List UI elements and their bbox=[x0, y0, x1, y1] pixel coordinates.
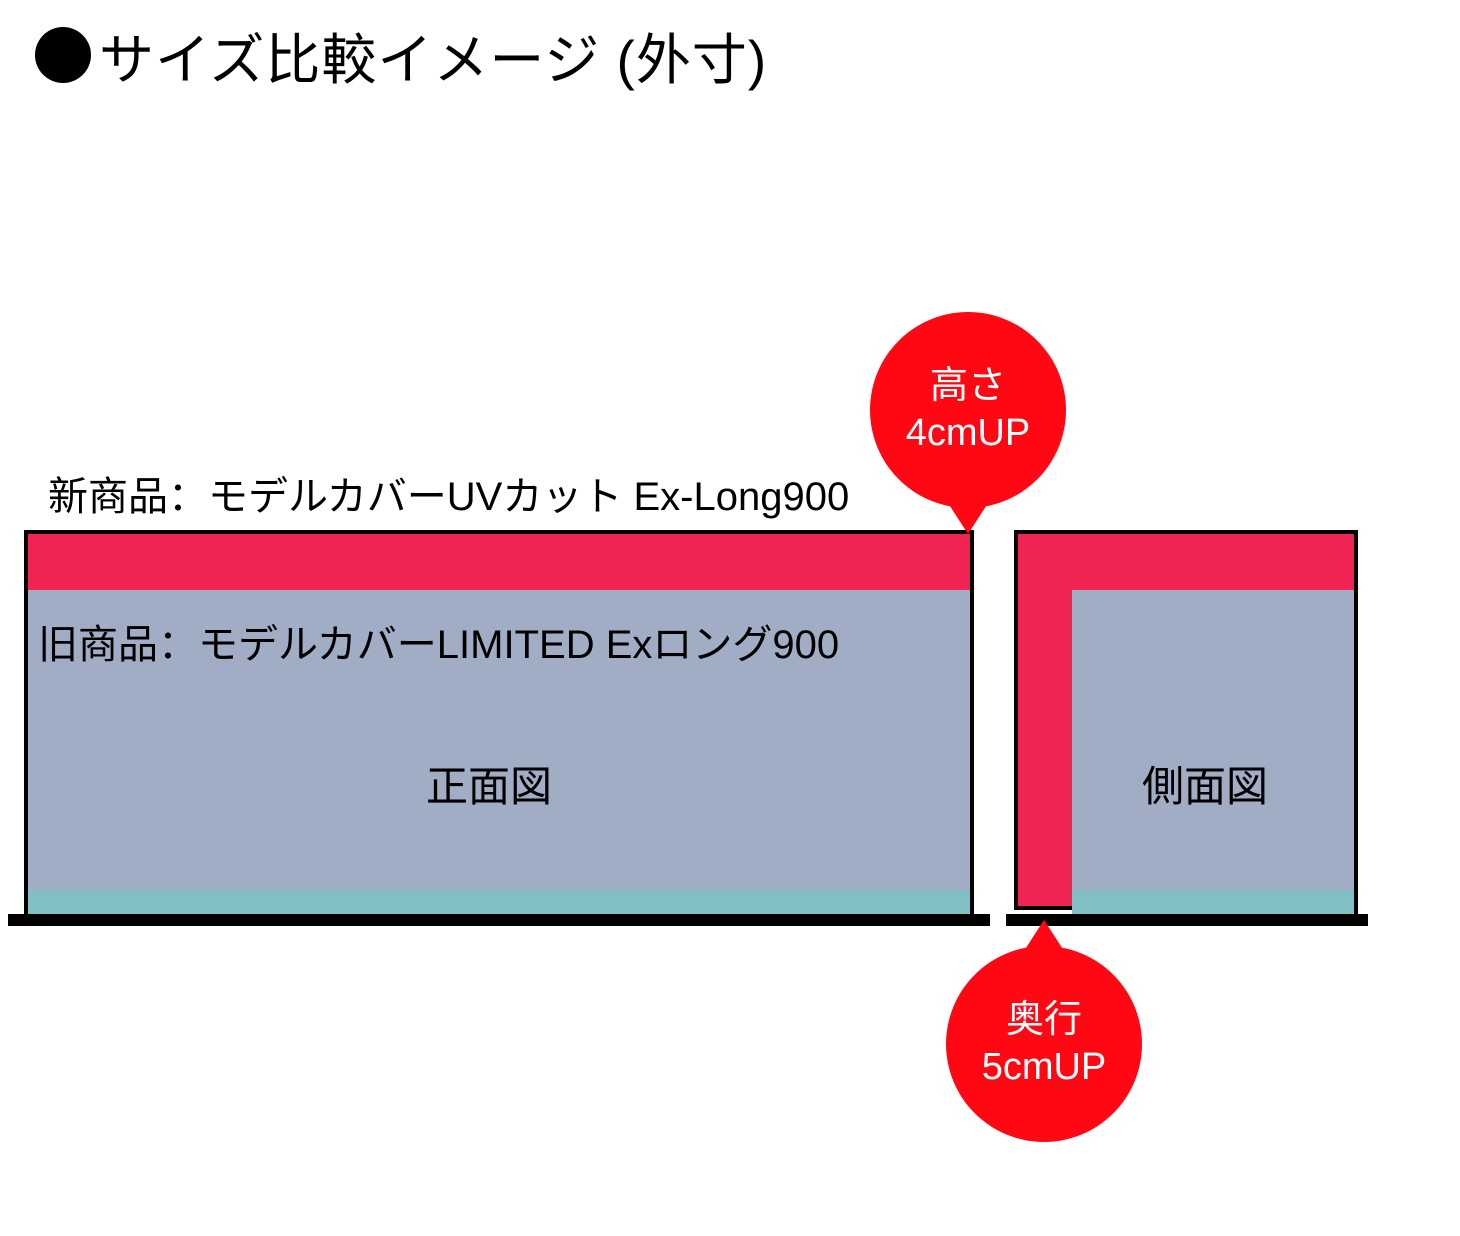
depth-callout: 奥行 5cmUP bbox=[946, 946, 1142, 1142]
depth-callout-circle: 奥行 5cmUP bbox=[946, 946, 1142, 1142]
old-product-label: 旧商品：モデルカバーLIMITED Exロング900 bbox=[38, 612, 839, 670]
new-product-label: 新商品：モデルカバーUVカット Ex-Long900 bbox=[48, 464, 849, 522]
callout-tail-down-icon bbox=[946, 500, 990, 534]
title-row: サイズ比較イメージ (外寸) bbox=[35, 15, 767, 95]
height-callout-circle: 高さ 4cmUP bbox=[870, 312, 1066, 508]
side-view-label: 側面図 bbox=[1142, 753, 1268, 814]
page-title: サイズ比較イメージ (外寸) bbox=[99, 15, 767, 95]
front-view-label: 正面図 bbox=[426, 753, 552, 814]
side-teal-strip bbox=[1072, 890, 1358, 914]
callout-tail-up-icon bbox=[1022, 920, 1066, 954]
front-teal-strip bbox=[24, 890, 974, 914]
bullet-icon bbox=[35, 27, 91, 83]
depth-callout-text: 奥行 5cmUP bbox=[982, 997, 1107, 1092]
front-base-line bbox=[8, 914, 990, 926]
height-callout: 高さ 4cmUP bbox=[870, 312, 1066, 508]
height-callout-text: 高さ 4cmUP bbox=[906, 363, 1031, 458]
side-old-box bbox=[1072, 590, 1358, 890]
